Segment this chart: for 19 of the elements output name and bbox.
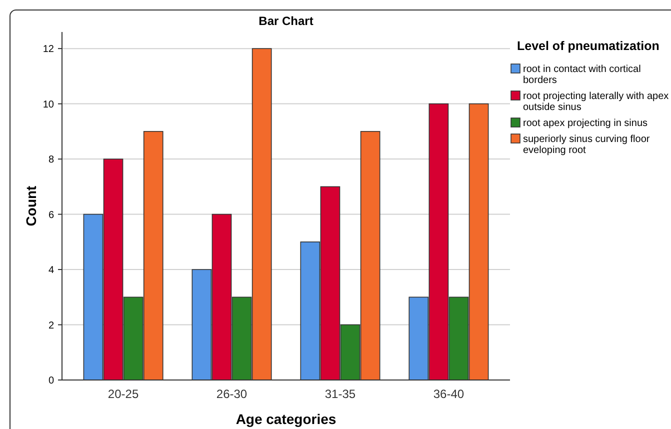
y-tick-label: 0 (48, 376, 54, 386)
x-tick-label: 36-40 (433, 387, 464, 401)
y-tick-label: 12 (42, 44, 54, 56)
y-axis-title: Count (23, 185, 39, 226)
y-tick-label: 6 (48, 210, 54, 221)
y-tick-label: 10 (42, 99, 54, 110)
legend-title: Level of pneumatization (517, 39, 660, 53)
legend-label: root projecting laterally with apex outside sinus (523, 91, 669, 113)
legend-label: root apex projecting in sinus (523, 118, 648, 129)
y-tick-label: 2 (48, 320, 54, 332)
y-tick-label: 4 (48, 265, 54, 276)
chart-title: Bar Chart (258, 14, 314, 28)
x-axis-title: Age categories (236, 411, 336, 427)
legend-label: root in contact with cortical borders (523, 64, 641, 86)
legend-label: superiorly sinus curving floor eveloping root (523, 134, 650, 156)
y-tick-label: 8 (48, 154, 54, 166)
x-tick-label: 31-35 (324, 387, 356, 401)
x-tick-label: 26-30 (216, 387, 248, 401)
x-tick-label: 20-25 (108, 387, 139, 401)
